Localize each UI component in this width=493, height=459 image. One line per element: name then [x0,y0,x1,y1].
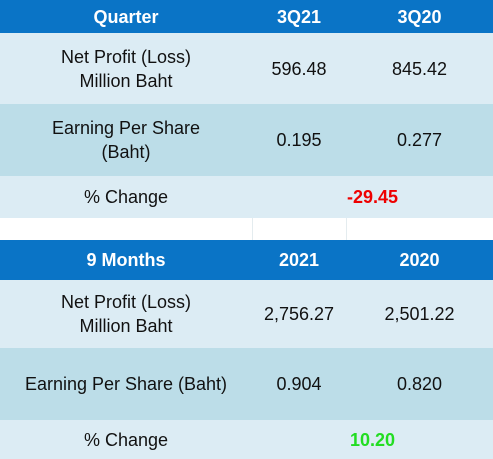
change-row: % Change 10.20 [0,420,493,459]
table-row: Net Profit (Loss) Million Baht 2,756.27 … [0,280,493,348]
row-label-line: Net Profit (Loss) [60,46,192,67]
header-3q20: 3Q20 [397,6,442,27]
row-label-line: Million Baht [79,70,173,91]
value-2021: 2,756.27 [263,304,335,324]
row-label: Earning Per Share (Baht) [0,104,252,176]
quarter-header-row: Quarter 3Q21 3Q20 [0,0,493,33]
row-label: Net Profit (Loss) Million Baht [0,33,252,104]
value-3q21: 596.48 [271,58,327,79]
change-value: -29.45 [346,187,399,207]
row-label: Net Profit (Loss) Million Baht [0,280,252,348]
column-divider [346,218,347,240]
row-label-line: Earning Per Share [51,118,201,138]
header-quarter: Quarter [93,6,159,27]
header-9-months: 9 Months [86,250,166,270]
change-value-cell: 10.20 [252,420,493,459]
change-label: % Change [83,429,169,450]
row-label: Earning Per Share (Baht) [24,374,228,394]
header-2020: 2020 [399,250,440,270]
column-divider [252,218,253,240]
nine-months-table: 9 Months 2021 2020 Net Profit (Loss) Mil… [0,240,493,459]
value-3q21: 0.195 [276,130,322,150]
value-2020: 0.820 [396,374,443,394]
header-2021: 2021 [278,250,320,270]
change-row: % Change -29.45 [0,176,493,218]
change-label: % Change [83,187,169,207]
table-row: Net Profit (Loss) Million Baht 596.48 84… [0,33,493,104]
table-row: Earning Per Share (Baht) 0.195 0.277 [0,104,493,176]
nine-months-header-row: 9 Months 2021 2020 [0,240,493,280]
value-3q20: 0.277 [396,130,443,150]
row-label-line: (Baht) [101,142,151,162]
change-value-cell: -29.45 [252,176,493,218]
row-label-line: Net Profit (Loss) [60,292,192,312]
value-3q20: 845.42 [391,58,448,79]
table-spacer [0,218,493,240]
value-2020: 2,501.22 [384,304,455,324]
header-3q21: 3Q21 [276,6,322,27]
row-label-line: Million Baht [79,316,173,336]
change-value: 10.20 [349,429,396,450]
value-2021: 0.904 [276,374,322,394]
quarter-table: Quarter 3Q21 3Q20 Net Profit (Loss) Mill… [0,0,493,218]
table-row: Earning Per Share (Baht) 0.904 0.820 [0,348,493,420]
